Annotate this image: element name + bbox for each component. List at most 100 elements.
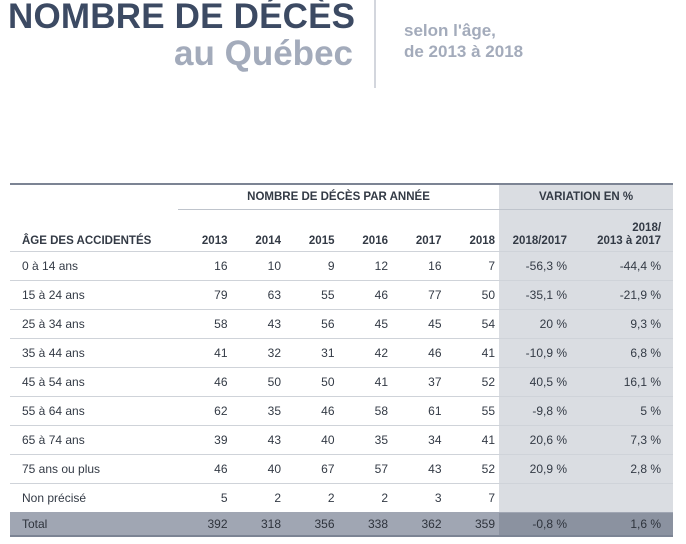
death-count-cell: 52 [445,367,500,397]
death-count-cell: 2 [338,483,392,513]
death-count-cell: 12 [338,251,392,281]
death-count-cell: 3 [392,483,446,513]
death-count-cell: 50 [285,367,339,397]
age-group-cell: 65 à 74 ans [10,425,178,455]
year-header: 2018 [469,235,496,247]
deaths-table-container: NOMBRE DE DÉCÈS PAR ANNÉE VARIATION EN %… [10,183,674,537]
variation-2018-2017-cell: 20 % [499,309,580,339]
report-header: NOMBRE DE DÉCÈS au Québec selon l'âge, d… [0,0,686,100]
deaths-by-age-table: NOMBRE DE DÉCÈS PAR ANNÉE VARIATION EN %… [10,183,674,537]
death-count-cell: 77 [392,280,446,310]
empty-header-cell [10,183,178,210]
death-count-cell: 5 [178,483,232,513]
year-header: 2016 [362,235,388,247]
table-row: 25 à 34 ans 58 43 56 45 45 54 20 % 9,3 % [10,309,674,339]
death-count-cell: 50 [445,280,500,310]
header-divider [374,0,376,88]
page-title: NOMBRE DE DÉCÈS [8,0,356,36]
death-count-cell: 43 [231,425,285,455]
death-count-cell: 34 [392,425,446,455]
variation-header-line2: 2013 à 2017 [597,235,662,247]
variation-2018-vs-avg-cell: -44,4 % [579,251,674,281]
table-row: Non précisé 5 2 2 2 3 7 [10,483,674,513]
death-count-cell: 50 [231,367,285,397]
page-subtitle: selon l'âge, de 2013 à 2018 [404,20,523,62]
death-count-cell: 35 [231,396,285,426]
age-group-cell: 0 à 14 ans [10,251,178,281]
death-count-cell: 41 [445,425,500,455]
variation-header-line1: 2018/ [632,222,662,234]
death-count-cell: 41 [338,367,392,397]
death-count-cell: 16 [392,251,446,281]
age-group-cell: Non précisé [10,483,178,513]
death-count-cell: 67 [285,454,339,484]
table-row: 55 à 64 ans 62 35 46 58 61 55 -9,8 % 5 % [10,396,674,426]
table-row: 65 à 74 ans 39 43 40 35 34 41 20,6 % 7,3 % [10,425,674,455]
variation-2018-2017-cell: -35,1 % [499,280,580,310]
death-count-cell: 55 [445,396,500,426]
death-count-cell: 45 [338,309,392,339]
death-count-cell: 46 [338,280,392,310]
death-count-cell: 7 [445,483,500,513]
death-count-cell: 356 [285,512,339,537]
page-title-region: au Québec [174,34,353,73]
table-row: 75 ans ou plus 46 40 67 57 43 52 20,9 % 2,8 % [10,454,674,484]
variation-2018-vs-avg-cell [579,483,674,513]
table-body: 0 à 14 ans 16 10 9 12 16 7 -56,3 % -44,4 % 15 à 2… [10,251,674,537]
death-count-cell: 55 [285,280,339,310]
variation-2018-vs-avg-cell: 7,3 % [579,425,674,455]
total-row: Total 392 318 356 338 362 359 -0,8 % 1,6 % [10,512,674,537]
age-group-cell: 15 à 24 ans [10,280,178,310]
death-count-cell: 35 [338,425,392,455]
years-group-header: NOMBRE DE DÉCÈS PAR ANNÉE [178,183,500,210]
death-count-cell: 37 [392,367,446,397]
death-count-cell: 392 [178,512,232,537]
variation-2018-vs-avg-header: 2018/ 2013 à 2017 [579,209,674,252]
death-count-cell: 40 [285,425,339,455]
death-count-cell: 362 [392,512,446,537]
death-count-cell: 58 [338,396,392,426]
variation-group-header: VARIATION EN % [499,183,674,210]
variation-2018-vs-avg-cell: 6,8 % [579,338,674,368]
table-row: 0 à 14 ans 16 10 9 12 16 7 -56,3 % -44,4 % [10,251,674,281]
variation-2018-2017-cell: -10,9 % [499,338,580,368]
year-header: 2017 [415,235,442,247]
death-count-cell: 338 [338,512,392,537]
death-count-cell: 359 [445,512,500,537]
subtitle-line-period: de 2013 à 2018 [404,42,524,61]
age-column-header: ÂGE DES ACCIDENTÉS [22,235,152,247]
variation-2018-2017-cell: 20,6 % [499,425,580,455]
variation-2018-2017-header: 2018/2017 [499,209,580,252]
death-count-cell: 41 [178,338,232,368]
table-row: 35 à 44 ans 41 32 31 42 46 41 -10,9 % 6,8 % [10,338,674,368]
death-count-cell: 46 [285,396,339,426]
year-header: 2013 [201,235,228,247]
death-count-cell: 62 [178,396,232,426]
death-count-cell: 43 [392,454,446,484]
variation-2018-2017-cell: -9,8 % [499,396,580,426]
age-group-cell: 45 à 54 ans [10,367,178,397]
death-count-cell: 16 [178,251,232,281]
variation-2018-vs-avg-cell: 5 % [579,396,674,426]
death-count-cell: 63 [231,280,285,310]
death-count-cell: 31 [285,338,339,368]
death-count-cell: 61 [392,396,446,426]
variation-2018-2017-cell: 40,5 % [499,367,580,397]
death-count-cell: 52 [445,454,500,484]
death-count-cell: 46 [392,338,446,368]
age-group-cell: 25 à 34 ans [10,309,178,339]
death-count-cell: 58 [178,309,232,339]
table-row: 45 à 54 ans 46 50 50 41 37 52 40,5 % 16,1 % [10,367,674,397]
year-header: 2014 [255,235,281,247]
death-count-cell: 42 [338,338,392,368]
variation-2018-vs-avg-cell: -21,9 % [579,280,674,310]
death-count-cell: 54 [445,309,500,339]
death-count-cell: 32 [231,338,285,368]
variation-2018-vs-avg-cell: 16,1 % [579,367,674,397]
death-count-cell: 45 [392,309,446,339]
death-count-cell: 79 [178,280,232,310]
total-label: Total [10,512,178,537]
variation-2018-2017-cell: -56,3 % [499,251,580,281]
table-row: 15 à 24 ans 79 63 55 46 77 50 -35,1 % -21,9 % [10,280,674,310]
age-group-cell: 35 à 44 ans [10,338,178,368]
